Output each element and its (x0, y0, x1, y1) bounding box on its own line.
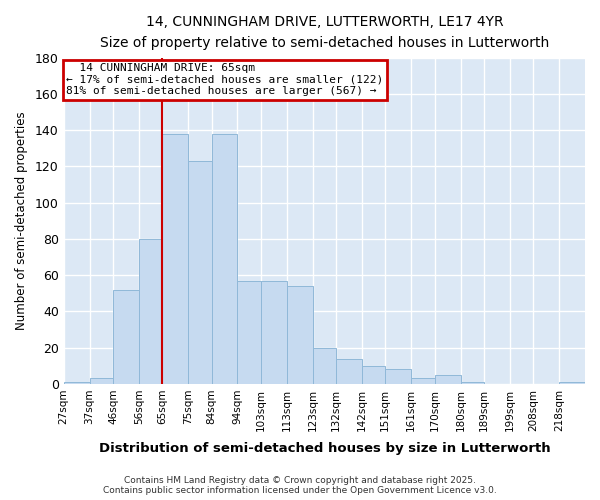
Y-axis label: Number of semi-detached properties: Number of semi-detached properties (15, 112, 28, 330)
X-axis label: Distribution of semi-detached houses by size in Lutterworth: Distribution of semi-detached houses by … (98, 442, 550, 455)
Bar (139, 239, 162, 384)
Bar (362, 366, 385, 384)
Bar (434, 375, 461, 384)
Bar (162, 134, 188, 384)
Bar (336, 358, 362, 384)
Bar (261, 280, 287, 384)
Text: 14 CUNNINGHAM DRIVE: 65sqm
← 17% of semi-detached houses are smaller (122)
81% o: 14 CUNNINGHAM DRIVE: 65sqm ← 17% of semi… (66, 63, 383, 96)
Bar (113, 290, 139, 384)
Bar (385, 370, 411, 384)
Title: 14, CUNNINGHAM DRIVE, LUTTERWORTH, LE17 4YR
Size of property relative to semi-de: 14, CUNNINGHAM DRIVE, LUTTERWORTH, LE17 … (100, 15, 549, 50)
Bar (188, 161, 212, 384)
Text: Contains HM Land Registry data © Crown copyright and database right 2025.
Contai: Contains HM Land Registry data © Crown c… (103, 476, 497, 495)
Bar (313, 348, 336, 384)
Bar (212, 134, 238, 384)
Bar (64, 382, 89, 384)
Bar (559, 382, 585, 384)
Bar (238, 280, 261, 384)
Bar (287, 286, 313, 384)
Bar (89, 378, 113, 384)
Bar (461, 382, 484, 384)
Bar (411, 378, 434, 384)
